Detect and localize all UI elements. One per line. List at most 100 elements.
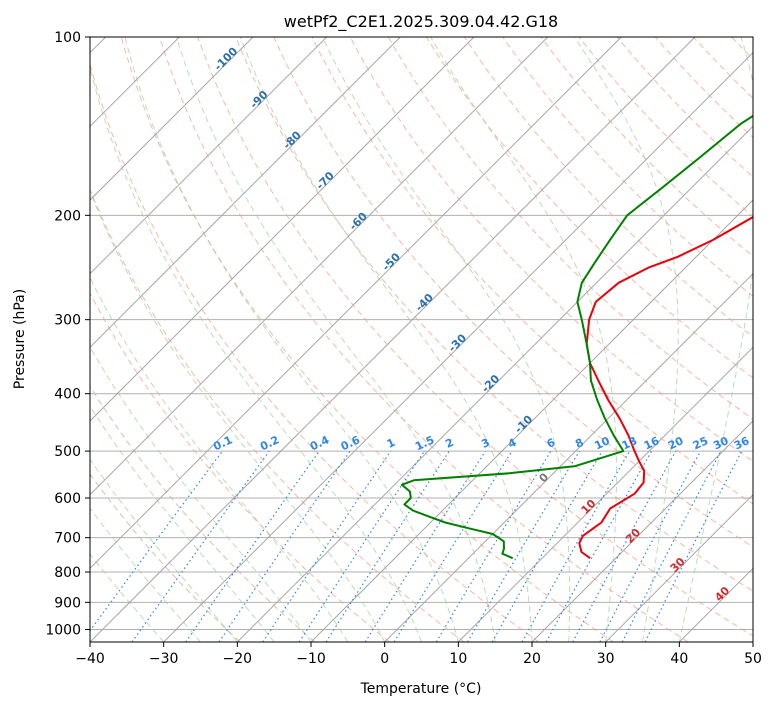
isotherm [752, 641, 753, 642]
mixing-ratio-line [131, 450, 270, 642]
mixing-ratio-label: 20 [666, 434, 686, 452]
moist-adiabat [90, 507, 201, 642]
dewpoint-profile [400, 114, 753, 560]
isotherm [236, 125, 753, 642]
x-tick-label: 30 [597, 651, 615, 667]
mixing-ratio-line [545, 450, 653, 642]
isotherm [605, 493, 753, 642]
mixing-ratio-line [325, 450, 450, 642]
x-axis-title: Temperature (°C) [360, 681, 482, 697]
dry-adiabat [464, 37, 753, 338]
sounding-profiles [400, 114, 753, 560]
temperature-profile [578, 215, 753, 560]
mixing-ratio-label: 13 [620, 434, 639, 452]
moist-adiabat [124, 37, 459, 642]
mixing-ratio-line [621, 450, 722, 642]
x-tick-label: −10 [296, 651, 326, 667]
mixing-ratio-label: 0.2 [258, 433, 281, 453]
moist-adiabat [574, 37, 679, 642]
y-tick-label: 900 [54, 595, 81, 611]
x-axis: −40 −30 −20 −10 0 10 20 30 40 50 [75, 642, 762, 667]
dry-adiabat [311, 37, 753, 505]
isotherm-label: 10 [579, 497, 599, 517]
x-tick-label: 40 [670, 651, 688, 667]
mixing-ratio-line [185, 450, 320, 642]
moist-adiabat [90, 276, 349, 642]
dry-adiabat [578, 37, 753, 218]
dry-adiabat [90, 188, 465, 642]
isotherm-label: 40 [712, 584, 732, 604]
mixing-ratio-line [466, 450, 580, 642]
moist-adiabat [90, 345, 312, 642]
isotherm-label: 20 [623, 526, 643, 546]
plot-frame [89, 36, 754, 643]
mixing-ratio-line [572, 450, 677, 642]
y-tick-label: 600 [54, 491, 81, 507]
y-tick-label: 200 [54, 208, 81, 224]
mixing-ratio-line [90, 450, 223, 632]
moist-adiabat [90, 189, 386, 642]
isotherm [163, 51, 753, 642]
dry-adiabat [120, 37, 614, 642]
isotherm [90, 37, 254, 201]
isotherm [90, 37, 328, 275]
dry-adiabat [540, 37, 753, 257]
mixing-ratio-line [298, 450, 425, 642]
mixing-ratio-label: 1 [385, 436, 397, 451]
y-tick-label: 100 [54, 30, 81, 46]
x-tick-label: 10 [449, 651, 467, 667]
dry-adiabat [90, 385, 316, 642]
mixing-ratio-line [393, 450, 513, 642]
mixing-ratio-label: 0.4 [308, 433, 331, 453]
isotherm [90, 37, 622, 570]
x-tick-label: 0 [380, 651, 389, 667]
isotherm [531, 420, 753, 642]
x-tick-label: 50 [744, 651, 762, 667]
y-tick-label: 300 [54, 313, 81, 329]
isotherm-label: -30 [446, 331, 469, 354]
mixing-ratio-label: 16 [642, 434, 662, 452]
dry-adiabat [616, 37, 753, 178]
dry-adiabat [654, 37, 753, 139]
mixing-ratio-label: 0.1 [211, 433, 234, 453]
mixing-ratio-line [599, 450, 702, 642]
moist-adiabat [322, 37, 571, 642]
y-tick-label: 800 [54, 565, 81, 581]
mixing-ratio-label: 25 [691, 434, 710, 452]
isotherm [90, 37, 549, 496]
pressure-gridlines [90, 36, 753, 630]
dry-adiabat [770, 37, 775, 642]
dry-adiabat [349, 37, 753, 462]
isotherm [457, 346, 753, 642]
moist-adiabat [90, 553, 165, 642]
mixing-ratio-line [521, 450, 631, 642]
dry-adiabat [235, 37, 753, 592]
y-axis-title: Pressure (hPa) [12, 289, 28, 389]
mixing-ratio-label: 36 [732, 434, 752, 452]
y-tick-label: 1000 [45, 622, 81, 638]
moist-adiabat [90, 458, 238, 642]
dry-adiabat [197, 37, 753, 637]
mixing-ratio-line [435, 450, 552, 642]
dry-adiabat [159, 37, 689, 642]
thermo-background-lines [90, 37, 775, 642]
isotherm [90, 37, 475, 422]
isotherm [310, 199, 753, 642]
isotherm-label: -20 [479, 372, 502, 395]
mixing-ratio-label: 10 [593, 434, 613, 452]
moist-adiabat [239, 37, 533, 642]
y-axis: 100 200 300 400 500 600 700 800 900 1000 [45, 30, 90, 638]
x-tick-label: −40 [75, 651, 105, 667]
dry-adiabat [692, 37, 753, 99]
mixing-ratio-line [644, 450, 743, 642]
chart-title: wetPf2_C2E1.2025.309.04.42.G18 [284, 12, 558, 32]
mixing-ratio-label: 30 [711, 434, 731, 452]
dry-adiabat [425, 37, 753, 379]
mixing-ratio-line [364, 450, 486, 642]
x-tick-label: −20 [223, 651, 253, 667]
isotherm-label: -60 [347, 210, 370, 233]
isotherm [90, 37, 401, 349]
moist-adiabat [175, 37, 496, 642]
moist-adiabat [90, 405, 275, 642]
